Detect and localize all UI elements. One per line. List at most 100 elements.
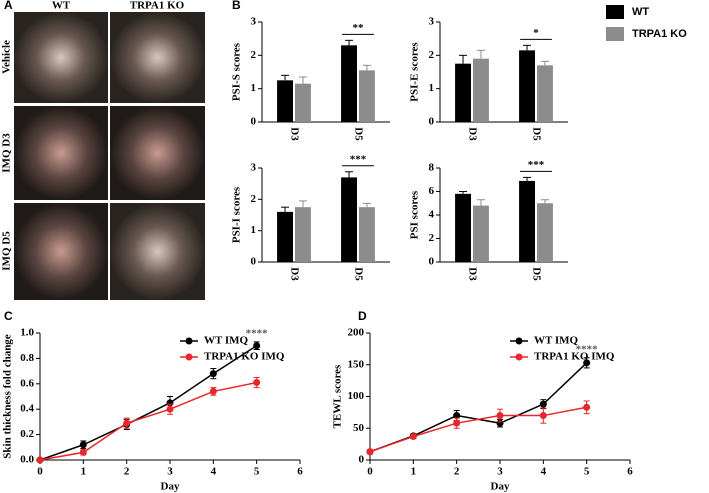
x-tick-label: 4: [541, 466, 547, 478]
x-axis-title: Day: [161, 481, 180, 493]
legend-label: WT: [632, 6, 649, 18]
panel-label: D: [358, 309, 367, 323]
y-tick-label: 0.8: [20, 352, 34, 364]
bar: [295, 207, 311, 262]
bar: [537, 65, 553, 122]
point: [366, 448, 374, 456]
point: [539, 400, 547, 408]
x-tick-label: D5: [530, 127, 542, 141]
y-tick-label: 0.2: [20, 428, 34, 440]
x-tick-label: D3: [466, 267, 478, 281]
line: [39, 345, 258, 461]
point: [123, 419, 131, 427]
bar: [519, 50, 535, 123]
legend-marker: [515, 353, 523, 361]
legend-marker: [185, 337, 193, 345]
y-tick-label: 3: [251, 16, 257, 28]
y-tick-label: 100: [348, 390, 365, 402]
significance-label: **: [353, 22, 365, 34]
bar: [277, 80, 293, 122]
legend-label: TRPA1 KO IMQ: [204, 351, 285, 363]
x-axis-title: Day: [491, 481, 510, 493]
bar: [295, 83, 311, 122]
row-label: IMQ D5: [1, 231, 13, 271]
y-tick-label: 1.0: [20, 327, 34, 339]
y-tick-label: 0: [359, 454, 365, 466]
legend-label: TRPA1 KO: [632, 28, 687, 40]
point: [583, 403, 591, 411]
x-tick-label: 3: [497, 466, 503, 478]
x-tick-label: D3: [466, 127, 478, 141]
x-tick-label: 1: [81, 466, 87, 478]
y-tick-label: 0.6: [20, 377, 34, 389]
y-tick-label: 8: [429, 162, 435, 174]
y-tick-label: 50: [353, 422, 365, 434]
bar: [359, 70, 375, 122]
x-tick-label: D5: [352, 267, 364, 281]
x-tick-label: D5: [352, 127, 364, 141]
legend-marker: [185, 353, 193, 361]
y-tick-label: 2: [251, 193, 257, 205]
significance-label: ****: [576, 343, 599, 355]
y-tick-label: 0: [429, 116, 435, 128]
bar: [519, 180, 535, 262]
panel-label: A: [4, 0, 13, 12]
bar: [341, 177, 357, 262]
row-label: IMQ D3: [1, 133, 13, 173]
y-tick-label: 200: [348, 327, 365, 339]
legend-label: WT IMQ: [204, 335, 249, 347]
line: [369, 362, 588, 453]
point: [539, 412, 547, 420]
y-tick-label: 1: [429, 82, 435, 94]
x-tick-label: 5: [584, 466, 590, 478]
point: [409, 433, 417, 441]
x-tick-label: 0: [367, 466, 373, 478]
x-tick-label: 5: [254, 466, 260, 478]
point: [253, 379, 261, 387]
y-tick-label: 0: [251, 116, 257, 128]
point: [496, 412, 504, 420]
y-tick-label: 0: [251, 256, 257, 268]
bar: [473, 205, 489, 262]
bar: [359, 207, 375, 262]
legend-label: WT IMQ: [534, 335, 579, 347]
y-tick-label: 0.0: [20, 454, 34, 466]
column-label: TRPA1 KO: [130, 0, 185, 12]
panel-label: C: [4, 309, 13, 323]
y-tick-label: 0.4: [20, 403, 34, 415]
point: [253, 342, 261, 350]
y-tick-label: 2: [429, 49, 435, 61]
column-label: WT: [52, 0, 71, 12]
bar: [277, 211, 293, 262]
legend-swatch: [606, 27, 624, 41]
x-tick-label: 3: [167, 466, 173, 478]
x-tick-label: 0: [37, 466, 43, 478]
point: [166, 405, 174, 413]
line: [39, 381, 257, 461]
significance-label: *: [533, 27, 539, 39]
point: [79, 448, 87, 456]
y-axis-title: PSI-E scores: [409, 42, 421, 102]
bar: [455, 193, 471, 262]
x-tick-label: 4: [211, 466, 217, 478]
x-tick-label: 2: [124, 466, 130, 478]
y-tick-label: 3: [251, 162, 257, 174]
bar: [455, 63, 471, 122]
point: [583, 359, 591, 367]
y-axis-title: PSI-S scores: [231, 42, 243, 101]
row-label: Vehicle: [1, 40, 13, 74]
x-tick-label: D3: [288, 127, 300, 141]
y-tick-label: 2: [251, 49, 257, 61]
x-tick-label: 6: [297, 466, 303, 478]
legend-swatch: [606, 5, 624, 19]
legend-label: TRPA1 KO IMQ: [534, 351, 615, 363]
point: [79, 441, 87, 449]
bar: [341, 45, 357, 123]
y-axis-title: PSI scores: [409, 190, 421, 239]
significance-label: ***: [350, 153, 367, 165]
panel-label: B: [232, 0, 241, 12]
y-tick-label: 0: [429, 256, 435, 268]
photo-grid: [14, 12, 205, 300]
point: [209, 370, 217, 378]
bar: [473, 58, 489, 122]
